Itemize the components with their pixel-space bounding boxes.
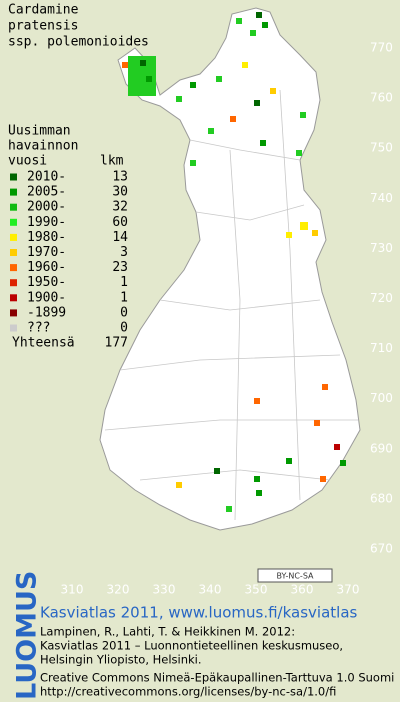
license-badge-text: BY-NC-SA	[276, 572, 314, 581]
y-tick-label: 700	[370, 391, 393, 405]
atlas-link[interactable]: Kasviatlas 2011, www.luomus.fi/kasviatla…	[40, 604, 358, 622]
logo: LUOMUS	[12, 571, 43, 700]
legend-label: 2005-	[27, 185, 66, 200]
legend-swatch	[10, 309, 17, 317]
citation: Kasviatlas 2011 – Luonnontieteellinen ke…	[40, 639, 343, 653]
x-tick-label: 330	[153, 583, 176, 597]
y-tick-label: 690	[370, 441, 393, 455]
license-badge	[257, 568, 333, 583]
legend-label: 2000-	[27, 200, 66, 215]
y-tick-label: 710	[370, 341, 393, 355]
x-tick-label: 340	[199, 583, 222, 597]
citation: Helsingin Yliopisto, Helsinki.	[40, 653, 202, 667]
borders	[104, 89, 358, 521]
legend-swatch	[10, 203, 17, 211]
legend-label: 1960-	[27, 260, 66, 275]
legend-swatch	[10, 173, 17, 181]
legend-swatch	[10, 294, 17, 302]
legend-header: lkm	[100, 154, 124, 169]
legend-count: 30	[112, 185, 128, 200]
legend-swatch	[10, 324, 17, 332]
legend-swatch	[10, 279, 17, 287]
y-tick-label: 720	[370, 291, 393, 305]
legend-label: -1899	[27, 305, 66, 320]
title-line: ssp. polemonioides	[8, 35, 149, 50]
legend-title: havainnon	[8, 139, 78, 154]
legend-label: ???	[27, 321, 50, 336]
legend-count: 14	[112, 230, 128, 245]
legend-label: 1950-	[27, 275, 66, 290]
legend-swatch	[10, 188, 17, 196]
legend-count: 0	[120, 305, 128, 320]
legend-count: 1	[120, 290, 128, 305]
legend-count: 60	[112, 215, 128, 230]
legend-label: 1990-	[27, 215, 66, 230]
title-line: Cardamine	[8, 3, 79, 18]
legend-total-count: 177	[105, 336, 128, 351]
title-line: pratensis	[8, 19, 78, 34]
country-outline	[99, 7, 361, 531]
x-tick-label: 350	[245, 583, 268, 597]
legend-title: Uusimman	[8, 124, 71, 139]
legend-label: 1900-	[27, 290, 66, 305]
legend-count: 13	[112, 170, 128, 185]
y-tick-label: 680	[370, 491, 393, 505]
x-tick-label: 370	[337, 583, 360, 597]
x-tick-label: 320	[107, 583, 130, 597]
legend-label: 1980-	[27, 230, 66, 245]
license-text: Creative Commons Nimeä-Epäkaupallinen-Ta…	[40, 671, 394, 685]
legend-label: 2010-	[27, 170, 66, 185]
legend-count: 0	[120, 321, 128, 336]
legend-count: 1	[120, 275, 128, 290]
legend-swatch	[10, 233, 17, 241]
y-tick-label: 730	[370, 241, 393, 255]
y-tick-label: 750	[370, 141, 393, 155]
legend-swatch	[10, 249, 17, 256]
y-tick-label: 740	[370, 191, 393, 205]
citation: Lampinen, R., Lahti, T. & Heikkinen M. 2…	[40, 625, 295, 639]
legend-count: 32	[112, 200, 128, 215]
legend-swatch	[10, 218, 17, 226]
observations	[122, 12, 346, 512]
legend-count: 3	[120, 245, 128, 260]
y-tick-label: 770	[370, 41, 393, 55]
legend-label: 1970-	[27, 245, 66, 260]
legend-count: 23	[112, 260, 128, 275]
legend-swatch	[10, 264, 17, 272]
legend-header: vuosi	[8, 154, 47, 169]
y-tick-label: 760	[370, 91, 393, 105]
license-text: http://creativecommons.org/licenses/by-n…	[40, 685, 336, 699]
y-tick-label: 670	[370, 542, 393, 556]
legend-total-label: Yhteensä	[12, 336, 75, 351]
x-tick-label: 360	[291, 583, 314, 597]
x-tick-label: 310	[61, 583, 84, 597]
